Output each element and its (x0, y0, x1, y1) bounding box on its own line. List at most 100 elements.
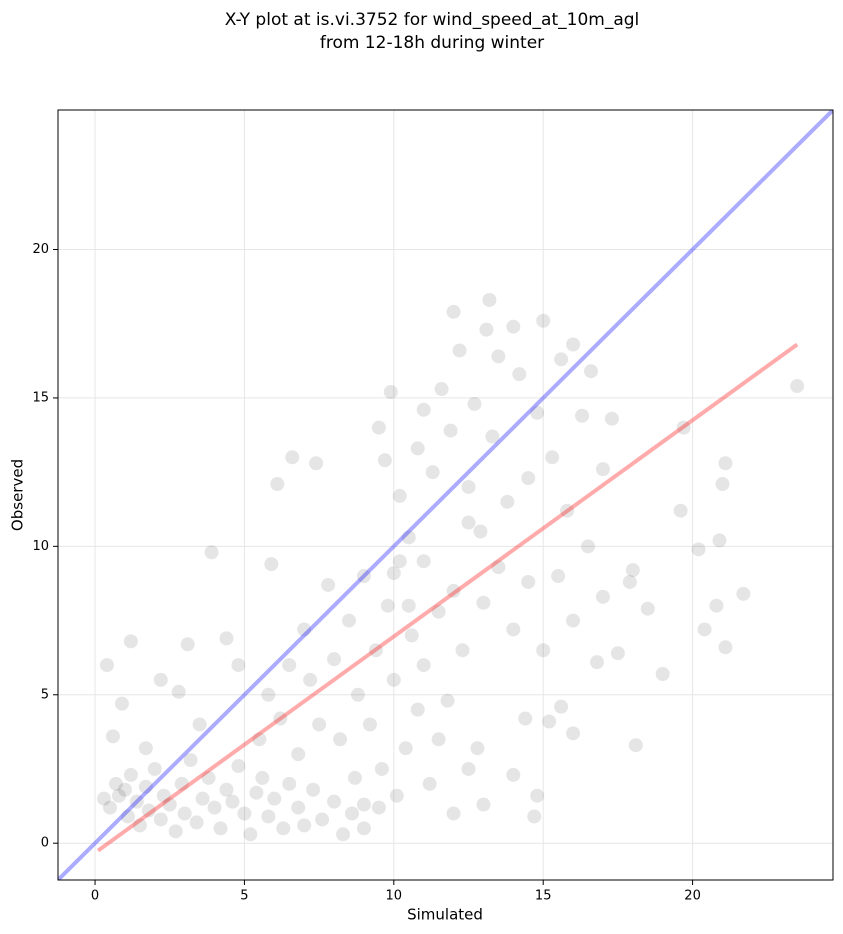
point (264, 557, 279, 572)
point (341, 613, 356, 628)
point (219, 782, 234, 797)
point (491, 560, 506, 575)
point (312, 717, 327, 732)
point (132, 818, 147, 833)
point (482, 292, 497, 307)
point (416, 402, 431, 417)
point (252, 732, 267, 747)
point (195, 791, 210, 806)
point (566, 726, 581, 741)
point (306, 782, 321, 797)
point (595, 589, 610, 604)
point (201, 770, 216, 785)
x-tick-label: 10 (386, 889, 403, 904)
point (551, 569, 566, 584)
point (691, 542, 706, 557)
point (231, 759, 246, 774)
point (321, 577, 336, 592)
point (243, 827, 258, 842)
point (536, 643, 551, 658)
point (336, 827, 351, 842)
point (604, 411, 619, 426)
point (476, 595, 491, 610)
fit-line (96, 342, 799, 853)
point (398, 741, 413, 756)
point (174, 776, 189, 791)
point (273, 711, 288, 726)
point (461, 761, 476, 776)
point (575, 408, 590, 423)
point (506, 622, 521, 637)
point (344, 806, 359, 821)
point (491, 349, 506, 364)
x-axis-label: Simulated (407, 906, 483, 924)
point (560, 503, 575, 518)
point (425, 465, 440, 480)
point (512, 367, 527, 382)
point (213, 821, 228, 836)
point (455, 643, 470, 658)
point (673, 503, 688, 518)
point (347, 770, 362, 785)
point (392, 488, 407, 503)
point (249, 785, 264, 800)
point (303, 672, 318, 687)
point (715, 477, 730, 492)
y-tick-label: 10 (32, 539, 49, 554)
point (374, 761, 389, 776)
point (356, 569, 371, 584)
point (554, 699, 569, 714)
point (270, 477, 285, 492)
point (97, 791, 112, 806)
point (595, 462, 610, 477)
point (204, 545, 219, 560)
point (434, 382, 449, 397)
y-axis-label: Observed (9, 459, 27, 531)
point (712, 533, 727, 548)
point (99, 658, 114, 673)
y-tick-label: 20 (32, 242, 49, 257)
point (506, 319, 521, 334)
point (356, 821, 371, 836)
point (452, 343, 467, 358)
point (207, 800, 222, 815)
point (156, 788, 171, 803)
point (291, 747, 306, 762)
point (485, 429, 500, 444)
y-tick-label: 15 (32, 390, 49, 405)
point (545, 450, 560, 465)
point (177, 806, 192, 821)
point (261, 687, 276, 702)
point (518, 711, 533, 726)
point (530, 405, 545, 420)
point (467, 396, 482, 411)
point (371, 420, 386, 435)
point (138, 779, 153, 794)
y-tick-label: 0 (41, 836, 49, 851)
point (371, 800, 386, 815)
point (392, 554, 407, 569)
point (180, 637, 195, 652)
x-tick-label: 15 (535, 889, 552, 904)
point (736, 586, 751, 601)
point (377, 453, 392, 468)
point (628, 738, 643, 753)
point (527, 809, 542, 824)
point (356, 797, 371, 812)
point (389, 788, 404, 803)
point (446, 304, 461, 319)
x-tick-label: 20 (684, 889, 701, 904)
point (443, 423, 458, 438)
point (225, 794, 240, 809)
point (168, 824, 183, 839)
point (530, 788, 545, 803)
point (718, 456, 733, 471)
point (327, 652, 342, 667)
point (566, 613, 581, 628)
point (410, 441, 425, 456)
point (536, 313, 551, 328)
point (141, 803, 156, 818)
point (583, 364, 598, 379)
point (476, 797, 491, 812)
